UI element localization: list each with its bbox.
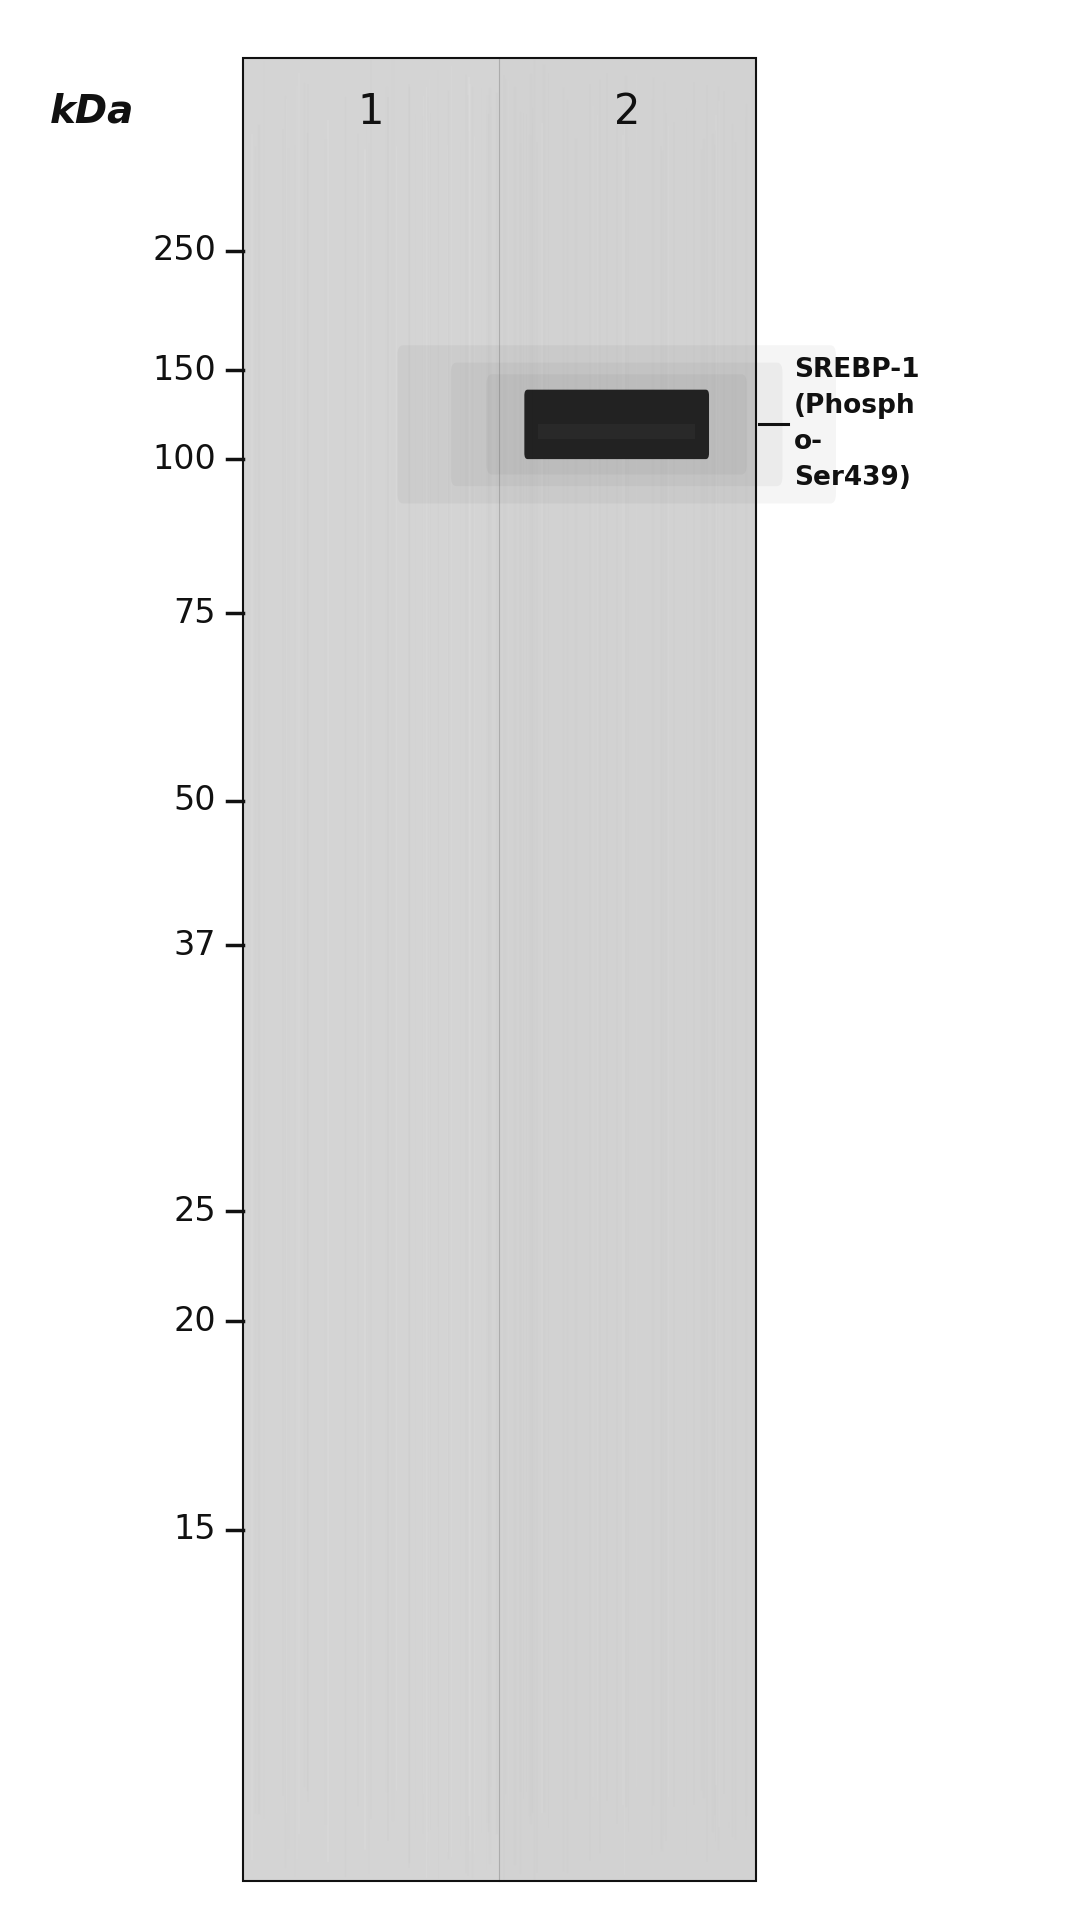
Text: 1: 1	[357, 91, 383, 133]
Text: 2: 2	[615, 91, 640, 133]
Text: 75: 75	[174, 596, 216, 631]
Text: 150: 150	[152, 353, 216, 388]
Text: SREBP-1
(Phosph
o-
Ser439): SREBP-1 (Phosph o- Ser439)	[794, 357, 919, 492]
Bar	[243, 58, 756, 1881]
FancyBboxPatch shape	[450, 363, 782, 486]
Bar	[538, 424, 696, 440]
FancyBboxPatch shape	[397, 345, 836, 503]
FancyBboxPatch shape	[486, 374, 747, 475]
Text: 25: 25	[174, 1194, 216, 1229]
Text: 250: 250	[152, 233, 216, 268]
FancyBboxPatch shape	[524, 390, 708, 459]
Bar	[243, 58, 756, 1881]
Text: 37: 37	[174, 928, 216, 963]
Text: 100: 100	[152, 442, 216, 476]
Text: 15: 15	[174, 1512, 216, 1547]
Text: 20: 20	[174, 1304, 216, 1339]
Text: 50: 50	[174, 783, 216, 818]
Bar	[499, 58, 756, 1881]
Text: kDa: kDa	[50, 93, 134, 131]
